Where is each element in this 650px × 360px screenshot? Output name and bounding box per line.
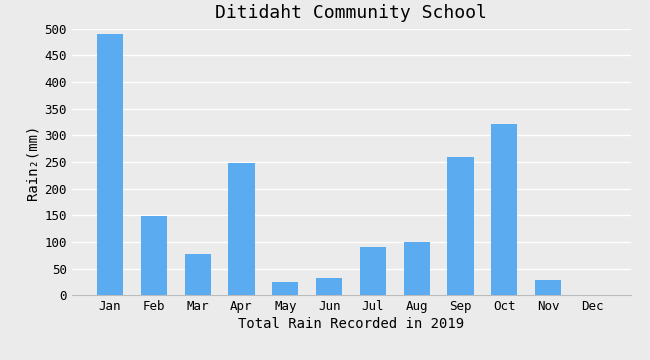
Bar bbox=[535, 280, 562, 295]
Bar bbox=[447, 157, 474, 295]
X-axis label: Total Rain Recorded in 2019: Total Rain Recorded in 2019 bbox=[238, 317, 464, 331]
Bar bbox=[185, 254, 211, 295]
Bar bbox=[97, 34, 124, 295]
Bar bbox=[491, 123, 517, 295]
Bar bbox=[404, 242, 430, 295]
Bar bbox=[359, 247, 386, 295]
Bar bbox=[316, 278, 343, 295]
Bar bbox=[272, 282, 298, 295]
Y-axis label: Rain₂(mm): Rain₂(mm) bbox=[26, 124, 40, 200]
Title: Ditidaht Community School: Ditidaht Community School bbox=[215, 4, 487, 22]
Bar bbox=[140, 216, 167, 295]
Bar bbox=[228, 163, 255, 295]
